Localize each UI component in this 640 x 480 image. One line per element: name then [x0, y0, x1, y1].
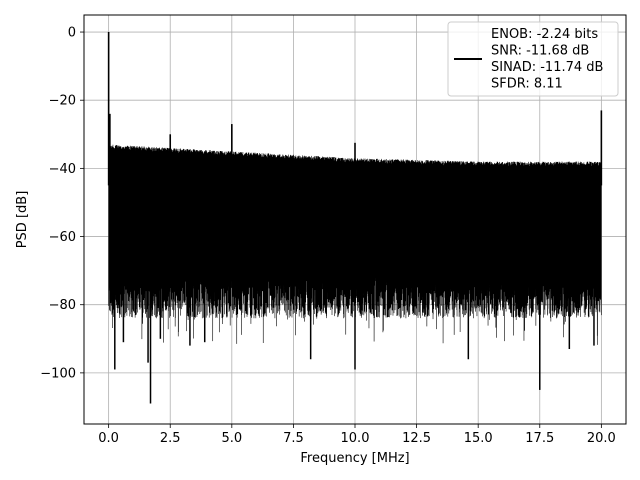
axis-ticks: 0.0 2.5 5.0 7.5 10.0 12.5 15.0 17.5 20.0 0 −20 −40 −… [40, 26, 616, 446]
x-tick-label: 17.5 [525, 431, 554, 446]
x-tick-label: 12.5 [402, 431, 431, 446]
y-tick-label: −100 [40, 366, 76, 381]
y-tick-label: −60 [49, 230, 76, 245]
psd-noise-floor [108, 144, 602, 346]
legend-entry-sinad: SINAD: -11.74 dB [491, 60, 603, 75]
y-tick-label: 0 [68, 26, 76, 41]
x-tick-label: 5.0 [221, 431, 242, 446]
legend-entry-enob: ENOB: -2.24 bits [491, 27, 598, 42]
legend-entry-sfdr: SFDR: 8.11 [491, 77, 563, 92]
y-axis-label: PSD [dB] [15, 191, 30, 249]
y-tick-label: −80 [49, 298, 76, 313]
x-tick-label: 20.0 [587, 431, 616, 446]
x-tick-label: 0.0 [98, 431, 119, 446]
legend-entry-snr: SNR: -11.68 dB [491, 44, 589, 59]
x-axis-label: Frequency [MHz] [300, 451, 409, 466]
x-tick-label: 10.0 [341, 431, 370, 446]
x-tick-label: 7.5 [283, 431, 304, 446]
y-tick-label: −20 [49, 94, 76, 109]
y-tick-label: −40 [49, 162, 76, 177]
legend: ENOB: -2.24 bits SNR: -11.68 dB SINAD: -… [447, 21, 619, 97]
psd-trace [107, 32, 603, 404]
legend-box [447, 21, 619, 97]
x-tick-label: 2.5 [160, 431, 181, 446]
x-tick-label: 15.0 [464, 431, 493, 446]
